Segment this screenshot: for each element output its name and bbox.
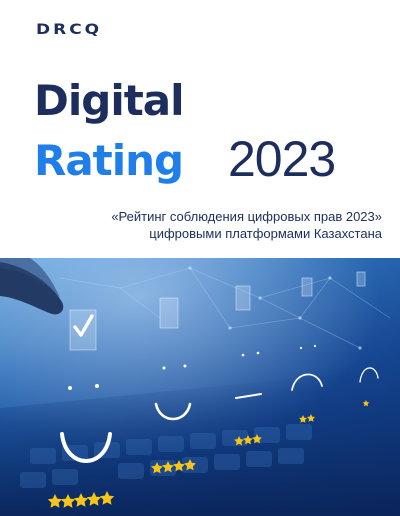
title-rating: Rating: [34, 136, 184, 185]
subtitle: «Рейтинг соблюдения цифровых прав 2023» …: [42, 208, 382, 242]
subtitle-line-2: цифровыми платформами Казахстана: [149, 226, 382, 241]
logo: DRCQ: [36, 21, 103, 38]
checkmark-icon: [73, 314, 94, 337]
three-star-rating: [234, 434, 262, 446]
star-icon: [47, 400, 370, 508]
two-star-rating: [299, 414, 315, 423]
checkbox-panels: [69, 271, 366, 351]
title-digital: Digital: [34, 76, 185, 125]
one-star-rating: [362, 400, 370, 407]
hero-image: [0, 258, 400, 516]
keyboard-graphic: [0, 368, 400, 516]
five-star-rating: [47, 491, 115, 508]
four-star-rating: [151, 459, 196, 474]
title-year: 2023: [228, 131, 336, 187]
hand-graphic: [0, 258, 64, 315]
subtitle-line-1: «Рейтинг соблюдения цифровых прав 2023»: [111, 209, 382, 224]
smiley-face-icon: [60, 344, 379, 463]
